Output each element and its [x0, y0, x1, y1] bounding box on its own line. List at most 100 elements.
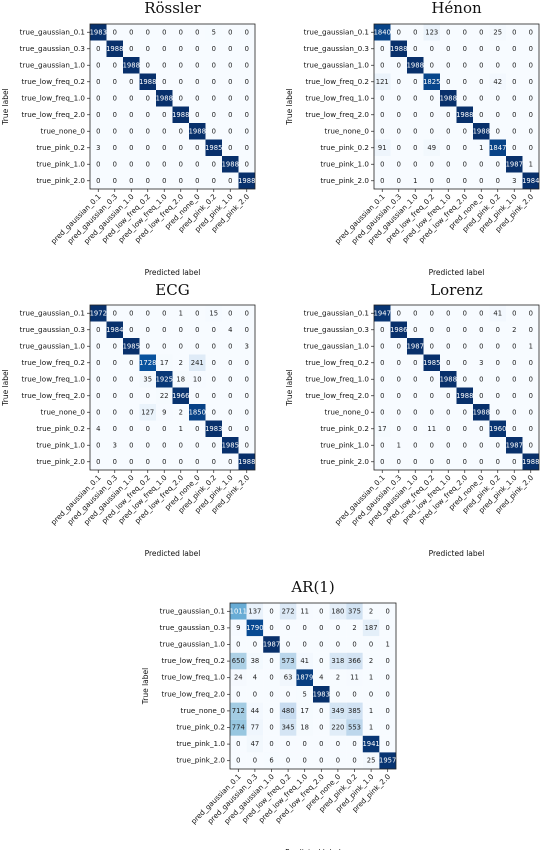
heatmap-cell — [230, 702, 247, 720]
cell-value: 0 — [179, 458, 183, 466]
y-axis-label: True label — [141, 668, 150, 705]
cell-value: 0 — [352, 641, 356, 649]
cell-value: 0 — [463, 144, 467, 152]
cell-value: 0 — [397, 28, 401, 36]
heatmap-cell — [423, 420, 440, 437]
heatmap-cell — [263, 735, 280, 753]
cell-value: 4 — [96, 425, 100, 433]
heatmap-cell — [423, 139, 440, 156]
cell-value: 0 — [212, 45, 216, 53]
cell-value: 0 — [397, 342, 401, 350]
heatmap-cell — [156, 172, 173, 189]
cell-value: 0 — [430, 326, 434, 334]
cell-value: 0 — [162, 78, 166, 86]
cell-value: 41 — [493, 309, 502, 317]
heatmap-cell — [423, 57, 440, 74]
y-tick-label: true_low_freq_0.2 — [305, 358, 369, 367]
heatmap-cell — [139, 24, 156, 41]
heatmap-cell — [489, 453, 506, 470]
heatmap-cell — [313, 735, 330, 753]
cell-value: 241 — [191, 359, 204, 367]
heatmap-cell — [473, 321, 490, 338]
heatmap-cell — [156, 437, 173, 454]
heatmap-cell — [346, 702, 363, 720]
heatmap-cell — [407, 338, 424, 355]
cell-value: 3 — [512, 177, 516, 185]
heatmap-cell — [172, 57, 189, 74]
cell-value: 0 — [479, 28, 483, 36]
y-tick-label: true_none_0 — [325, 407, 370, 416]
heatmap-cell — [313, 702, 330, 720]
heatmap-cell — [423, 404, 440, 421]
cell-value: 0 — [245, 425, 249, 433]
heatmap-cell — [473, 305, 490, 322]
cell-value: 17 — [160, 359, 169, 367]
cell-value: 1 — [369, 707, 373, 715]
cell-value: 0 — [228, 94, 232, 102]
cell-value: 3 — [113, 441, 117, 449]
cell-value: 0 — [212, 94, 216, 102]
heatmap-cell — [407, 123, 424, 140]
heatmap-cell — [522, 420, 539, 437]
cell-value: 0 — [113, 78, 117, 86]
heatmap-cell — [489, 437, 506, 454]
heatmap-cell — [506, 123, 523, 140]
heatmap-cell — [156, 404, 173, 421]
heatmap-cell — [172, 24, 189, 41]
heatmap-cell — [522, 437, 539, 454]
heatmap-cell — [440, 40, 457, 57]
cell-value: 0 — [380, 441, 384, 449]
heatmap-cell — [489, 172, 506, 189]
cell-value: 0 — [386, 724, 390, 732]
cell-value: 0 — [380, 375, 384, 383]
heatmap-cell — [346, 752, 363, 769]
heatmap-cell — [172, 453, 189, 470]
cell-value: 0 — [463, 309, 467, 317]
cell-value: 0 — [413, 45, 417, 53]
heatmap-cell — [296, 603, 313, 620]
y-tick-label: true_gaussian_0.3 — [20, 44, 85, 53]
heatmap-cell — [423, 453, 440, 470]
cell-value: 2 — [352, 624, 356, 632]
cell-value: 0 — [269, 674, 273, 682]
cell-value: 0 — [228, 144, 232, 152]
cell-value: 0 — [212, 375, 216, 383]
heatmap-cell — [489, 156, 506, 173]
heatmap-cell — [90, 123, 107, 140]
cell-value: 0 — [336, 624, 340, 632]
cell-value: 1988 — [156, 94, 173, 102]
heatmap-cell — [238, 354, 255, 371]
cell-value: 0 — [129, 28, 133, 36]
heatmap-cell — [407, 354, 424, 371]
heatmap-cell — [106, 354, 123, 371]
cell-value: 0 — [479, 61, 483, 69]
heatmap-cell — [407, 106, 424, 123]
cell-value: 0 — [496, 359, 500, 367]
cell-value: 0 — [529, 309, 533, 317]
heatmap-cell — [374, 437, 391, 454]
cell-value: 0 — [413, 94, 417, 102]
heatmap-cell — [456, 24, 473, 41]
heatmap-cell — [222, 57, 239, 74]
cell-value: 0 — [228, 111, 232, 119]
heatmap-cell — [374, 73, 391, 90]
cell-value: 0 — [228, 392, 232, 400]
heatmap-cell — [374, 371, 391, 388]
heatmap-cell — [329, 636, 347, 653]
cell-value: 0 — [162, 28, 166, 36]
heatmap-cell — [374, 172, 391, 189]
y-tick-label: true_pink_2.0 — [36, 457, 85, 466]
cell-value: 0 — [212, 61, 216, 69]
heatmap-cell — [90, 305, 107, 322]
heatmap-cell — [423, 338, 440, 355]
heatmap-cell — [123, 354, 140, 371]
y-tick-label: true_pink_1.0 — [36, 440, 85, 449]
cell-value: 0 — [446, 359, 450, 367]
cell-value: 0 — [228, 28, 232, 36]
y-tick-label: true_low_freq_2.0 — [161, 689, 225, 698]
cell-value: 0 — [195, 458, 199, 466]
cell-value: 0 — [479, 326, 483, 334]
heatmap-cell — [374, 387, 391, 404]
heatmap-cell — [440, 172, 457, 189]
cell-value: 0 — [496, 408, 500, 416]
